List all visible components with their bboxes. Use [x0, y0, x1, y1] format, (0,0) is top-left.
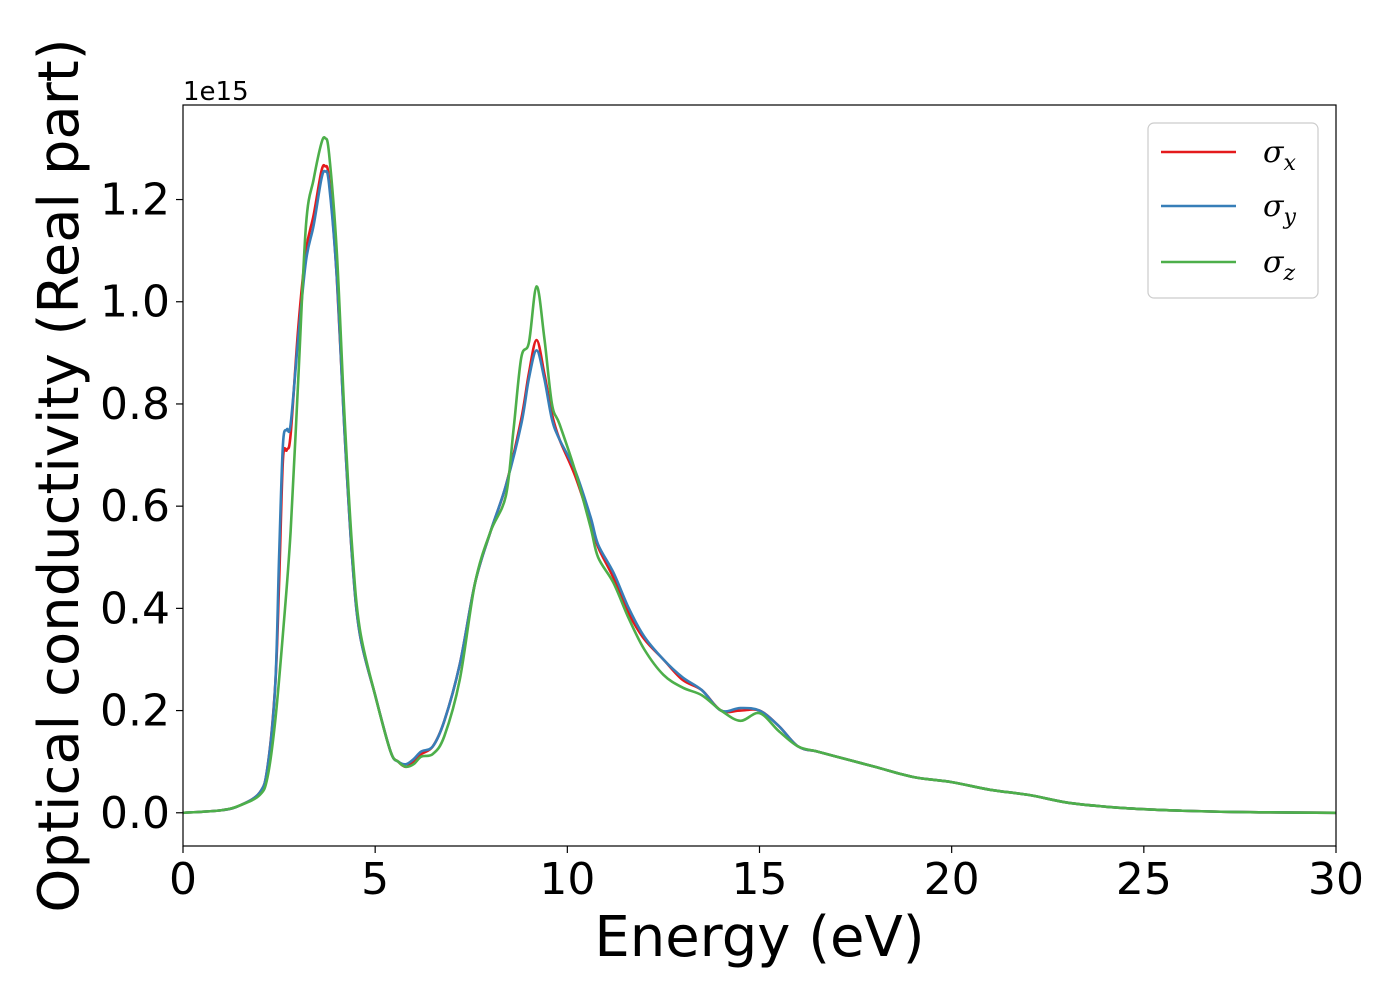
y-tick-label: 0.0	[100, 788, 170, 839]
x-tick-label: 20	[924, 854, 980, 905]
x-tick-label: 25	[1116, 854, 1172, 905]
x-tick-label: 10	[539, 854, 595, 905]
x-axis-title: Energy (eV)	[594, 905, 924, 970]
y-tick-label: 1.0	[100, 277, 170, 328]
legend-label-z: σz	[1263, 245, 1295, 286]
legend: σx σy σz	[1147, 122, 1319, 299]
legend-label-y: σy	[1263, 189, 1296, 230]
y-axis-title: Optical conductivity (Real part)	[27, 38, 92, 912]
y-tick-label: 0.6	[100, 481, 170, 532]
x-tick-label: 15	[732, 854, 788, 905]
y-offset-label: 1e15	[183, 77, 249, 107]
series-line-z	[182, 135, 1337, 815]
x-tick-label: 0	[169, 854, 197, 905]
y-tick-label: 0.8	[100, 379, 170, 430]
series-lines	[182, 135, 1337, 815]
x-axis: 0 5 10 15 20 25 30	[169, 846, 1364, 905]
x-tick-label: 30	[1308, 854, 1364, 905]
legend-label-x: σx	[1263, 135, 1296, 176]
y-tick-label: 0.4	[100, 583, 170, 634]
y-tick-label: 1.2	[100, 175, 170, 226]
y-tick-label: 0.2	[100, 686, 170, 737]
y-axis: 0.0 0.2 0.4 0.6 0.8 1.0 1.2	[100, 175, 183, 839]
x-tick-label: 5	[361, 854, 389, 905]
legend-box	[1147, 122, 1319, 299]
